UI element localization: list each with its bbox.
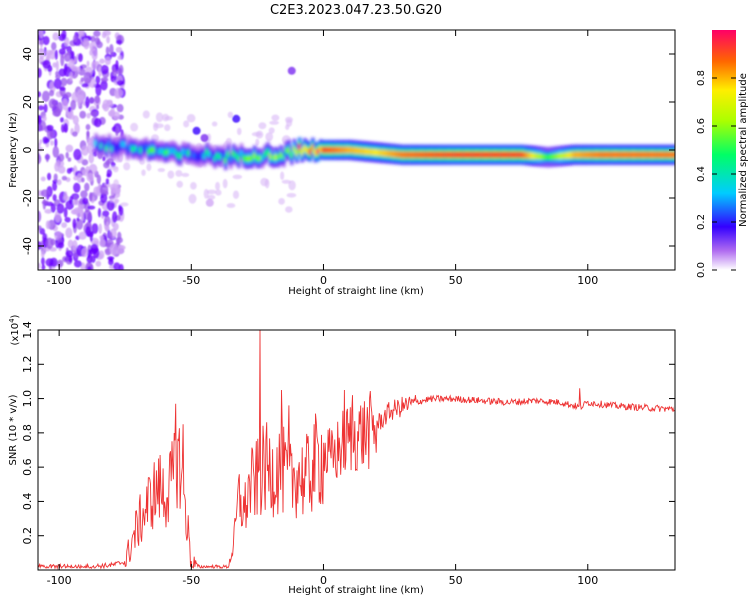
colorbar-label: Normalized spectral amplitude: [738, 73, 749, 227]
colorbar-tick-label: 0.6: [696, 118, 707, 134]
snr-x-tick-label: 100: [577, 574, 598, 587]
snr-y-tick-label: 1.4: [21, 321, 34, 339]
spectrogram-y-tick-label: 40: [21, 47, 34, 61]
spectrogram-x-tick-label: 50: [449, 274, 463, 287]
snr-y-multiplier: (x104): [8, 314, 21, 345]
spectrogram-x-tick-label: -50: [182, 274, 200, 287]
snr-x-tick-label: -50: [182, 574, 200, 587]
snr-x-axis-label: Height of straight line (km): [288, 585, 424, 596]
snr-x-tick-label: 50: [449, 574, 463, 587]
snr-series-line: [38, 330, 675, 570]
snr-y-axis-label: SNR (10 * v/v): [8, 394, 19, 465]
snr-y-tick-label: 0.8: [21, 424, 34, 442]
snr-y-tick-label: 1.2: [21, 356, 34, 374]
spectrogram-x-tick-label: 100: [577, 274, 598, 287]
spectrogram-x-tick-label: 0: [320, 274, 327, 287]
colorbar-tick-label: 0.8: [696, 70, 707, 86]
spectrogram-noise: [38, 30, 297, 270]
spectrogram-panel: -100 -50 0 50 100 -40 -20 0 20 40 Height of stra…: [8, 29, 676, 297]
snr-frame: [37, 329, 676, 571]
spectrogram-y-tick-label: 0: [21, 147, 34, 154]
spectrogram-y-tick-label: -40: [21, 237, 34, 255]
colorbar-tick-label: 0.0: [696, 262, 707, 278]
snr-y-tick-label: 0.6: [21, 458, 34, 476]
spectrogram-x-tick-label: -100: [47, 274, 72, 287]
colorbar-gradient: [712, 30, 736, 270]
snr-y-tick-label: 1.0: [21, 390, 34, 408]
spectrogram-y-tick-label: 20: [21, 95, 34, 109]
snr-y-tick-label: 0.4: [21, 493, 34, 511]
spectrogram-ridge: [94, 133, 675, 171]
spectrogram-y-tick-label: -20: [21, 189, 34, 207]
snr-x-tick-label: -100: [47, 574, 72, 587]
colorbar-tick-label: 0.2: [696, 214, 707, 230]
spectrogram-x-axis-label: Height of straight line (km): [288, 286, 424, 297]
spectrogram-y-axis-label: Frequency (Hz): [8, 112, 19, 188]
colorbar: 0.0 0.2 0.4 0.6 0.8 Normalized spectral ampl…: [696, 30, 749, 278]
snr-y-tick-label: 0.2: [21, 527, 34, 545]
snr-x-tick-label: 0: [320, 574, 327, 587]
snr-panel: -100 -50 0 50 100 0.2 0.4 0.6 0.8 1.0 1.2 1.4 Heig…: [8, 314, 676, 596]
figure-title: C2E3.2023.047.23.50.G20: [270, 3, 442, 18]
colorbar-tick-label: 0.4: [696, 166, 707, 182]
